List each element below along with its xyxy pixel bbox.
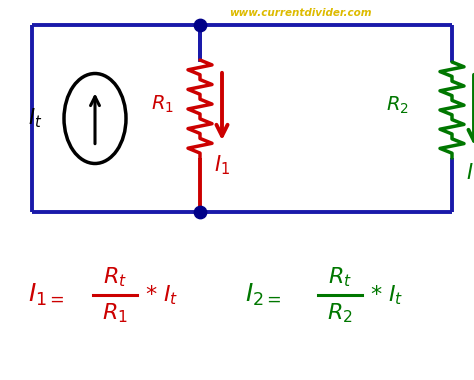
Text: $R_t$: $R_t$ [328, 265, 352, 289]
Text: $I_2$: $I_2$ [466, 161, 474, 185]
Text: $I_{1=}$: $I_{1=}$ [28, 282, 65, 308]
Text: $R_2$: $R_2$ [327, 301, 353, 325]
Point [196, 22, 204, 28]
Text: www.currentdivider.com: www.currentdivider.com [229, 8, 371, 18]
Text: $R_t$: $R_t$ [103, 265, 127, 289]
Point [196, 209, 204, 215]
Text: $I_1$: $I_1$ [214, 153, 230, 177]
Text: $I_{2=}$: $I_{2=}$ [245, 282, 282, 308]
Text: $R_1$: $R_1$ [102, 301, 128, 325]
Text: $R_2$: $R_2$ [386, 94, 409, 116]
Text: $I_t$: $I_t$ [28, 107, 42, 130]
Text: $R_1$: $R_1$ [151, 93, 173, 115]
Text: $*\ I_t$: $*\ I_t$ [370, 283, 403, 307]
Text: $*\ I_t$: $*\ I_t$ [145, 283, 179, 307]
